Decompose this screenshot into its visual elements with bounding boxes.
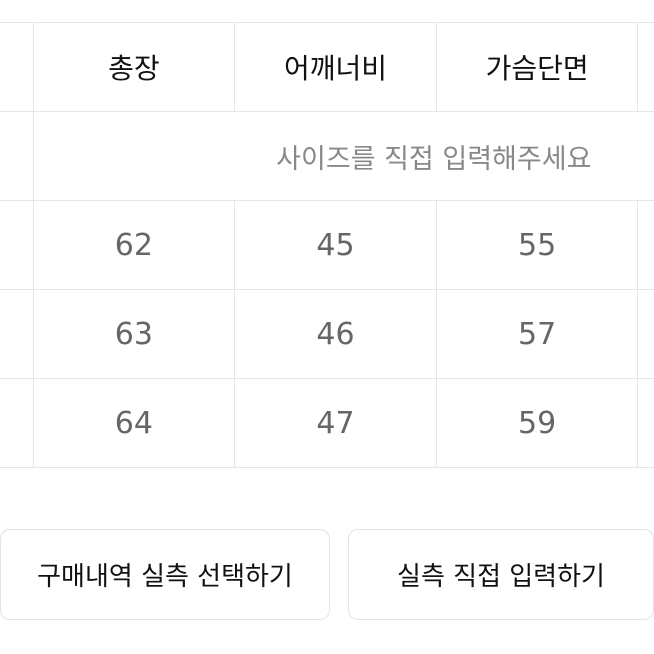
select-purchase-measurement-button[interactable]: 구매내역 실측 선택하기 xyxy=(0,529,330,620)
row-label xyxy=(0,289,34,379)
header-total-length: 총장 xyxy=(32,22,236,112)
button-label: 구매내역 실측 선택하기 xyxy=(37,562,293,592)
header-chest-width: 가슴단면 xyxy=(435,22,639,112)
header-shoulder-width: 어깨너비 xyxy=(234,22,437,112)
size-input-note[interactable]: 사이즈를 직접 입력해주세요 xyxy=(32,111,654,201)
table-row: 64 47 59 xyxy=(0,378,654,468)
cell-value: 46 xyxy=(234,289,437,379)
cell-value xyxy=(637,289,654,379)
table-row: 62 45 55 xyxy=(0,200,654,290)
header-cell xyxy=(0,22,34,112)
header-row: 총장 어깨너비 가슴단면 xyxy=(0,22,654,112)
cell-value: 62 xyxy=(32,200,236,290)
cell-value: 45 xyxy=(234,200,437,290)
button-label: 실측 직접 입력하기 xyxy=(397,562,605,592)
cell-value: 57 xyxy=(435,289,639,379)
cell-value: 64 xyxy=(32,378,236,468)
row-label xyxy=(0,378,34,468)
cell-value xyxy=(637,200,654,290)
row-label xyxy=(0,200,34,290)
size-table: 총장 어깨너비 가슴단면 사이즈를 직접 입력해주세요 62 45 55 63 … xyxy=(0,22,654,468)
header-cell xyxy=(637,22,654,112)
cell-value xyxy=(637,378,654,468)
cell-value: 63 xyxy=(32,289,236,379)
direct-input-measurement-button[interactable]: 실측 직접 입력하기 xyxy=(348,529,654,620)
note-text: 사이즈를 직접 입력해주세요 xyxy=(276,143,592,175)
table-row: 63 46 57 xyxy=(0,289,654,379)
note-row: 사이즈를 직접 입력해주세요 xyxy=(0,111,654,201)
cell-value: 55 xyxy=(435,200,639,290)
cell-value: 59 xyxy=(435,378,639,468)
cell-value: 47 xyxy=(234,378,437,468)
row-label xyxy=(0,111,34,201)
